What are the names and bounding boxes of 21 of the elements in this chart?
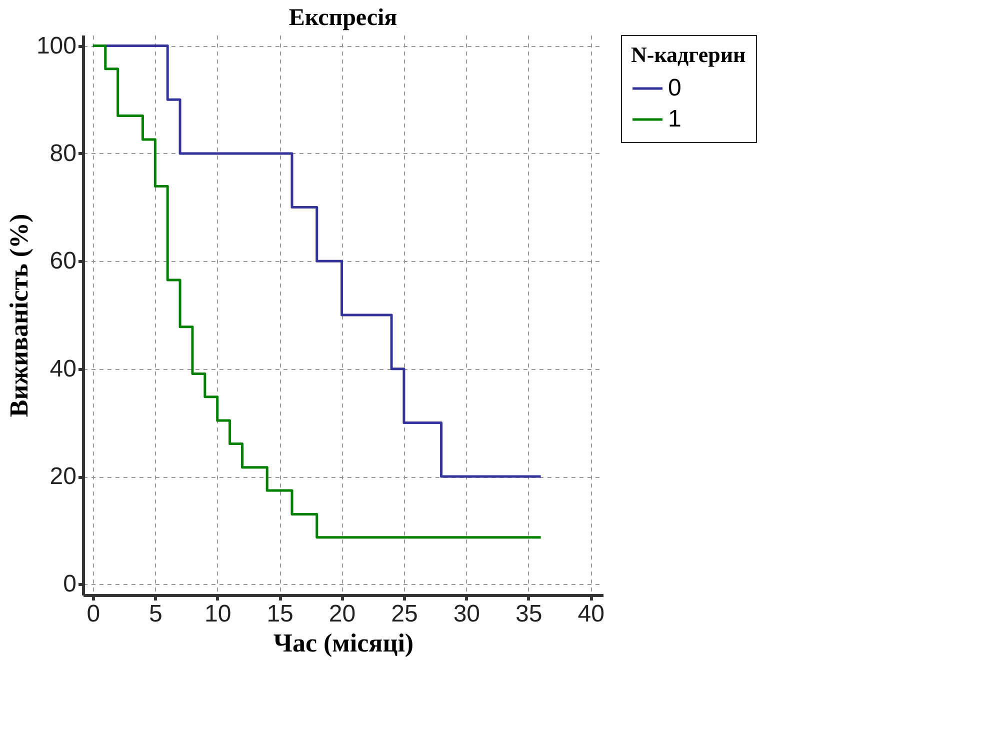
chart-title: Експресія	[288, 4, 398, 31]
x-tick-label: 20	[328, 600, 356, 628]
legend-title: N-кадгерин	[631, 42, 746, 67]
y-tick-label: 40	[50, 355, 76, 382]
y-tick-label: 0	[63, 570, 76, 598]
x-tick-label: 5	[148, 600, 162, 628]
y-tick-label: 80	[50, 140, 76, 167]
x-tick-label: 15	[266, 600, 294, 628]
x-tick-label: 0	[86, 600, 100, 628]
y-axis-title: Виживаність (%)	[4, 214, 34, 418]
y-tick-label: 20	[50, 463, 76, 490]
x-tick-label: 35	[516, 600, 542, 628]
x-axis-title: Час (місяці)	[273, 628, 414, 658]
x-tick-label: 25	[391, 600, 418, 628]
legend-label: 0	[668, 74, 682, 102]
x-tick-label: 10	[204, 600, 232, 628]
x-tick-label: 30	[453, 600, 480, 628]
x-tick-label: 40	[578, 600, 604, 628]
y-tick-label: 60	[50, 248, 76, 275]
y-tick-label: 100	[36, 32, 76, 60]
legend-label: 1	[668, 106, 682, 132]
